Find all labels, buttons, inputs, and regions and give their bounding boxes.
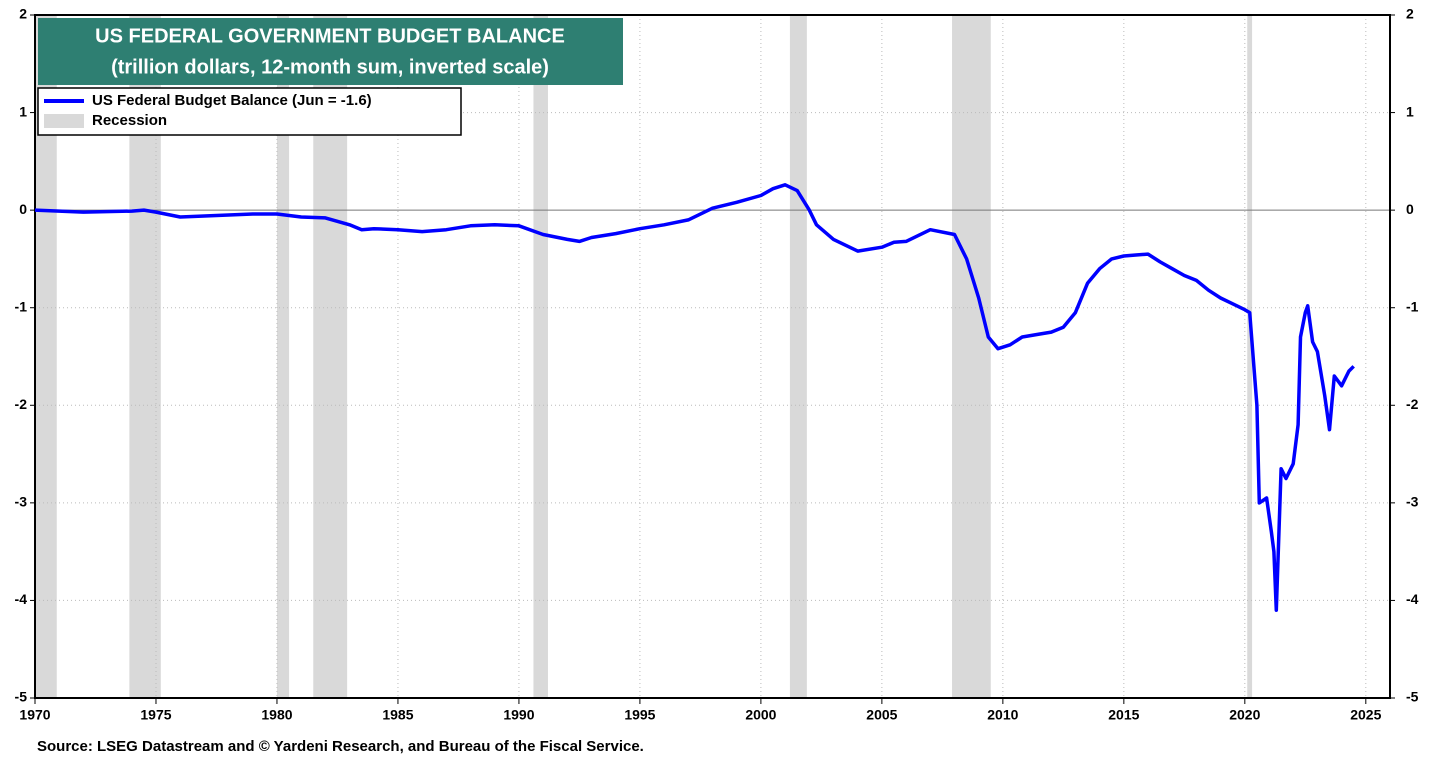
plot-frame (34, 14, 1391, 699)
x-tick-label: 2015 (1108, 707, 1139, 723)
y-tick-label: -3 (1406, 494, 1419, 510)
chart-subtitle: (trillion dollars, 12-month sum, inverte… (111, 56, 549, 78)
recession-band (952, 15, 991, 698)
legend-swatch (44, 114, 84, 128)
y-tick-label: -4 (1406, 591, 1419, 607)
x-tick-label: 1980 (261, 707, 292, 723)
legend-label: US Federal Budget Balance (Jun = -1.6) (92, 92, 372, 109)
recession-band (35, 15, 57, 698)
x-tick-label: 2020 (1229, 707, 1260, 723)
legend-label: Recession (92, 112, 167, 129)
y-tick-label: -3 (15, 494, 28, 510)
x-tick-label: 2010 (987, 707, 1018, 723)
recession-band (1247, 15, 1253, 698)
y-tick-label: 1 (1406, 103, 1414, 119)
x-tick-label: 1985 (382, 707, 413, 723)
recession-band (789, 15, 807, 698)
y-tick-label: -2 (1406, 396, 1419, 412)
y-tick-label: 0 (1406, 201, 1414, 217)
x-tick-label: 2025 (1350, 707, 1381, 723)
chart-title: US FEDERAL GOVERNMENT BUDGET BALANCE (95, 25, 565, 47)
x-tick-label: 1995 (624, 707, 655, 723)
y-tick-label: 0 (19, 201, 27, 217)
y-tick-label: -1 (1406, 298, 1419, 314)
y-tick-label: -5 (15, 689, 28, 705)
x-tick-label: 2000 (745, 707, 776, 723)
recession-band (533, 15, 548, 698)
x-tick-label: 1975 (140, 707, 171, 723)
legend-box (37, 87, 462, 136)
x-tick-label: 1970 (19, 707, 50, 723)
y-tick-label: -1 (15, 298, 28, 314)
y-tick-label: -2 (15, 396, 28, 412)
x-tick-label: 1990 (503, 707, 534, 723)
y-tick-label: 2 (1406, 6, 1414, 22)
source-note: Source: LSEG Datastream and © Yardeni Re… (37, 738, 644, 755)
y-tick-label: 2 (19, 6, 27, 22)
series-line (34, 183, 1355, 612)
y-tick-label: 1 (19, 103, 27, 119)
y-tick-label: -4 (15, 591, 28, 607)
recession-band (276, 15, 290, 698)
y-tick-label: -5 (1406, 689, 1419, 705)
x-tick-label: 2005 (866, 707, 897, 723)
title-box (38, 18, 623, 85)
plot-area: 2 2 1 1 0 0 -1 -1 -2 -2 -3 -3 -4 -4 -5 -5 1970 1975 1980 19… (15, 6, 1419, 723)
